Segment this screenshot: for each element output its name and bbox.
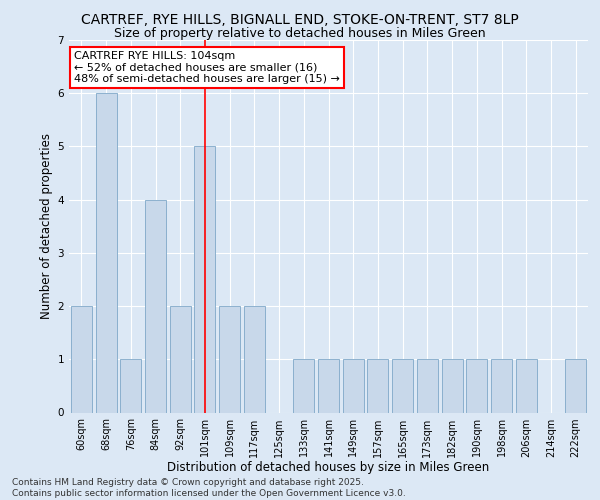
Bar bbox=[293, 360, 314, 412]
Bar bbox=[194, 146, 215, 412]
Text: CARTREF RYE HILLS: 104sqm
← 52% of detached houses are smaller (16)
48% of semi-: CARTREF RYE HILLS: 104sqm ← 52% of detac… bbox=[74, 51, 340, 84]
Bar bbox=[466, 360, 487, 412]
Bar bbox=[565, 360, 586, 412]
Bar bbox=[170, 306, 191, 412]
Bar bbox=[392, 360, 413, 412]
Bar bbox=[95, 93, 116, 412]
Bar bbox=[417, 360, 438, 412]
Bar bbox=[145, 200, 166, 412]
Bar bbox=[442, 360, 463, 412]
Bar bbox=[318, 360, 339, 412]
Bar bbox=[219, 306, 240, 412]
Text: Contains HM Land Registry data © Crown copyright and database right 2025.
Contai: Contains HM Land Registry data © Crown c… bbox=[12, 478, 406, 498]
Bar bbox=[244, 306, 265, 412]
Text: Size of property relative to detached houses in Miles Green: Size of property relative to detached ho… bbox=[114, 28, 486, 40]
Bar bbox=[491, 360, 512, 412]
Bar bbox=[120, 360, 141, 412]
Y-axis label: Number of detached properties: Number of detached properties bbox=[40, 133, 53, 320]
Text: CARTREF, RYE HILLS, BIGNALL END, STOKE-ON-TRENT, ST7 8LP: CARTREF, RYE HILLS, BIGNALL END, STOKE-O… bbox=[81, 12, 519, 26]
X-axis label: Distribution of detached houses by size in Miles Green: Distribution of detached houses by size … bbox=[167, 461, 490, 474]
Bar bbox=[367, 360, 388, 412]
Bar bbox=[71, 306, 92, 412]
Bar bbox=[516, 360, 537, 412]
Bar bbox=[343, 360, 364, 412]
